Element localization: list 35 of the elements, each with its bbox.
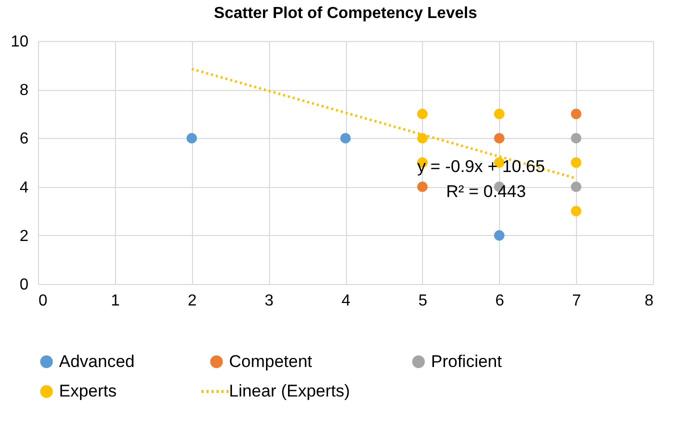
- legend-label: Competent: [229, 352, 312, 371]
- y-tick-label: 10: [10, 34, 29, 50]
- x-tick-label: 5: [418, 292, 428, 310]
- y-tick-label: 2: [20, 228, 29, 245]
- x-tick-label: 6: [495, 292, 504, 310]
- legend-label: Proficient: [431, 352, 502, 371]
- x-tick-label: 1: [110, 292, 120, 310]
- point: [494, 108, 504, 120]
- x-tick-label: 8: [644, 292, 654, 310]
- legend-label: Advanced: [59, 352, 135, 371]
- x-tick-label: 7: [572, 292, 582, 310]
- point: [417, 132, 428, 144]
- y-tick-label: 4: [20, 179, 29, 196]
- x-tick-label: 3: [264, 292, 274, 310]
- point: [570, 157, 582, 168]
- point: [417, 182, 428, 192]
- point: [570, 206, 582, 216]
- point: [340, 132, 351, 144]
- point: [494, 132, 504, 144]
- legend-label: Experts: [59, 382, 117, 400]
- y-tick-label: 8: [20, 82, 29, 100]
- chart-title: Scatter Plot of Competency Levels: [214, 5, 478, 22]
- point: [186, 132, 197, 144]
- x-tick-label: 4: [342, 292, 351, 310]
- y-tick-label: 6: [20, 130, 29, 148]
- point: [494, 230, 504, 241]
- y-tick-label: 0: [20, 276, 29, 294]
- point: [570, 108, 582, 120]
- legend-label: Linear (Experts): [229, 382, 350, 400]
- point: [570, 132, 582, 144]
- point: [570, 182, 582, 192]
- point: [417, 108, 428, 120]
- x-tick-label: 2: [188, 292, 197, 310]
- annotation: R² = 0.443: [446, 182, 526, 201]
- x-tick-label: 0: [38, 292, 48, 310]
